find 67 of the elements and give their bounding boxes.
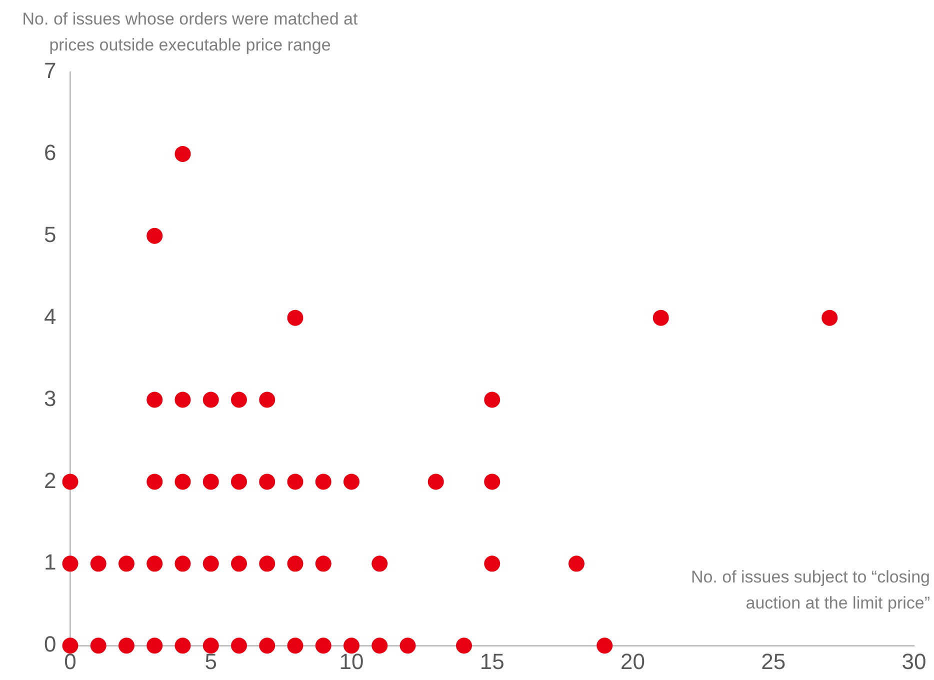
point (343, 474, 360, 490)
point (400, 638, 416, 654)
point (287, 638, 304, 654)
point (259, 392, 276, 408)
y-tick-label: 4 (44, 304, 56, 329)
point (202, 392, 219, 408)
point (568, 556, 584, 572)
point (287, 556, 304, 572)
y-tick-label: 0 (44, 632, 56, 657)
y-tick-label: 5 (44, 222, 56, 247)
point (174, 146, 191, 162)
x-tick-label: 5 (204, 648, 217, 674)
point (484, 392, 500, 408)
point (259, 474, 276, 490)
point (230, 392, 247, 408)
y-tick-label: 1 (44, 550, 56, 575)
point (822, 310, 838, 326)
y-tick-label: 7 (44, 58, 56, 84)
point (372, 556, 388, 572)
point (484, 556, 500, 572)
point (90, 638, 106, 654)
x-tick-label: 10 (339, 648, 364, 674)
point (652, 310, 669, 326)
x-tick-label: 15 (480, 648, 504, 674)
point (230, 638, 247, 654)
point (146, 638, 163, 654)
x-axis-title: No. of issues subject to “closing auction at the limit price” (690, 567, 930, 612)
point (62, 474, 78, 490)
x-tick-label: 20 (620, 648, 645, 674)
x-tick-label: 25 (761, 648, 786, 674)
point (202, 556, 219, 572)
point (118, 638, 134, 654)
point (62, 638, 78, 654)
point (315, 474, 332, 490)
point (428, 474, 444, 490)
point (343, 638, 360, 654)
point (287, 310, 304, 326)
point (146, 228, 163, 244)
point (315, 556, 332, 572)
point (174, 392, 191, 408)
point (259, 556, 276, 572)
point (146, 556, 163, 572)
y-tick-label: 6 (44, 140, 56, 166)
point (372, 638, 388, 654)
point (174, 556, 191, 572)
y-tick-label: 3 (44, 386, 56, 411)
point (90, 556, 106, 572)
point (62, 556, 78, 572)
y-axis-title: No. of issues whose orders were matched at prices outside executable price range (22, 10, 358, 55)
point (259, 638, 276, 654)
point (202, 638, 219, 654)
point (230, 556, 247, 572)
point (174, 638, 191, 654)
x-tick-label: 0 (64, 648, 76, 674)
point (456, 638, 472, 654)
point (118, 556, 134, 572)
point (146, 392, 163, 408)
point (315, 638, 332, 654)
point (174, 474, 191, 490)
point (596, 638, 613, 654)
x-tick-label: 30 (902, 648, 926, 674)
point (287, 474, 304, 490)
point (484, 474, 500, 490)
point (230, 474, 247, 490)
y-tick-label: 2 (44, 468, 56, 493)
point (146, 474, 163, 490)
point (202, 474, 219, 490)
